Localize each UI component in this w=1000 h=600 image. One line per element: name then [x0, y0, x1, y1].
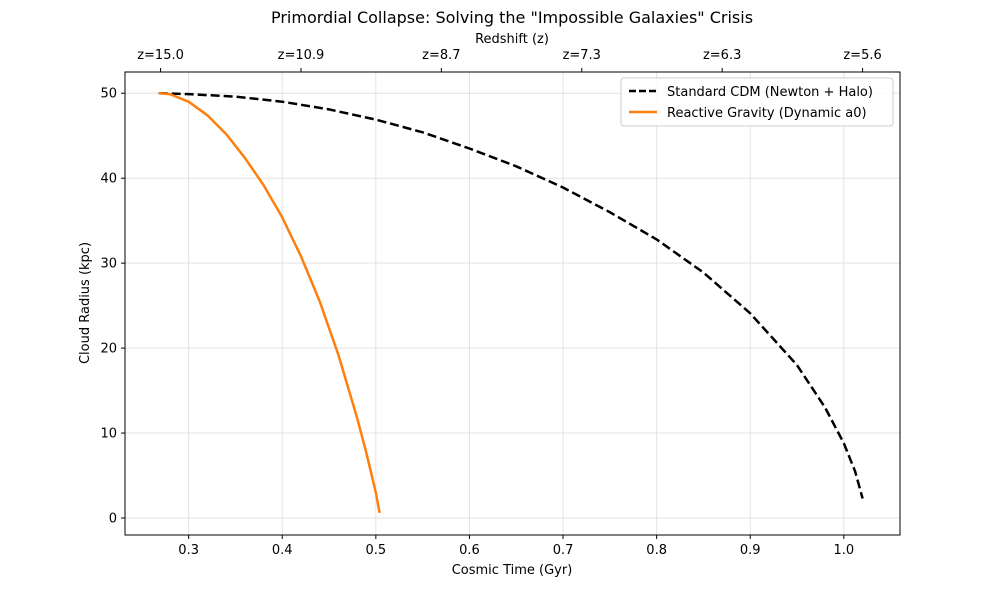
- x-tick-label: 0.3: [178, 543, 199, 558]
- series-standard-cdm-line: [158, 91, 864, 499]
- legend-label-reactive-gravity: Reactive Gravity (Dynamic a0): [667, 106, 867, 121]
- secondary-x-tick-label: z=15.0: [137, 48, 184, 63]
- legend: Standard CDM (Newton + Halo) Reactive Gr…: [620, 77, 894, 127]
- y-tick-label: 10: [100, 427, 117, 442]
- x-axis-label: Cosmic Time (Gyr): [452, 563, 573, 578]
- secondary-x-axis-label: Redshift (z): [475, 32, 549, 47]
- x-tick-label: 0.4: [272, 543, 293, 558]
- x-tick-label: 0.8: [646, 543, 667, 558]
- secondary-x-axis: z=15.0 z=10.9 z=8.7 z=7.3 z=6.3 z=5.6: [137, 48, 882, 72]
- legend-box: [620, 77, 894, 127]
- x-tick-label: 0.6: [459, 543, 480, 558]
- legend-label-standard-cdm: Standard CDM (Newton + Halo): [667, 85, 873, 100]
- y-axis-label: Cloud Radius (kpc): [78, 242, 93, 364]
- x-tick-label: 0.7: [553, 543, 574, 558]
- y-tick-label: 50: [100, 87, 117, 102]
- plot-area: [158, 91, 864, 514]
- x-tick-label: 1.0: [833, 543, 854, 558]
- plot-frame: [124, 71, 901, 536]
- y-tick-label: 40: [100, 172, 117, 187]
- series-reactive-gravity-line: [158, 91, 381, 514]
- secondary-x-tick-label: z=10.9: [278, 48, 325, 63]
- y-axis: 0 10 20 30 40 50: [100, 87, 125, 527]
- chart-title: Primordial Collapse: Solving the "Imposs…: [271, 8, 753, 27]
- x-axis: 0.3 0.4 0.5 0.6 0.7 0.8 0.9 1.0: [178, 535, 854, 558]
- y-tick-label: 0: [109, 512, 117, 527]
- secondary-x-tick-label: z=8.7: [422, 48, 460, 63]
- secondary-x-tick-label: z=5.6: [843, 48, 881, 63]
- y-tick-label: 20: [100, 342, 117, 357]
- y-tick-label: 30: [100, 257, 117, 272]
- x-tick-label: 0.9: [740, 543, 761, 558]
- secondary-x-tick-label: z=6.3: [703, 48, 741, 63]
- secondary-x-tick-label: z=7.3: [563, 48, 601, 63]
- grid: [125, 72, 900, 535]
- x-tick-label: 0.5: [366, 543, 387, 558]
